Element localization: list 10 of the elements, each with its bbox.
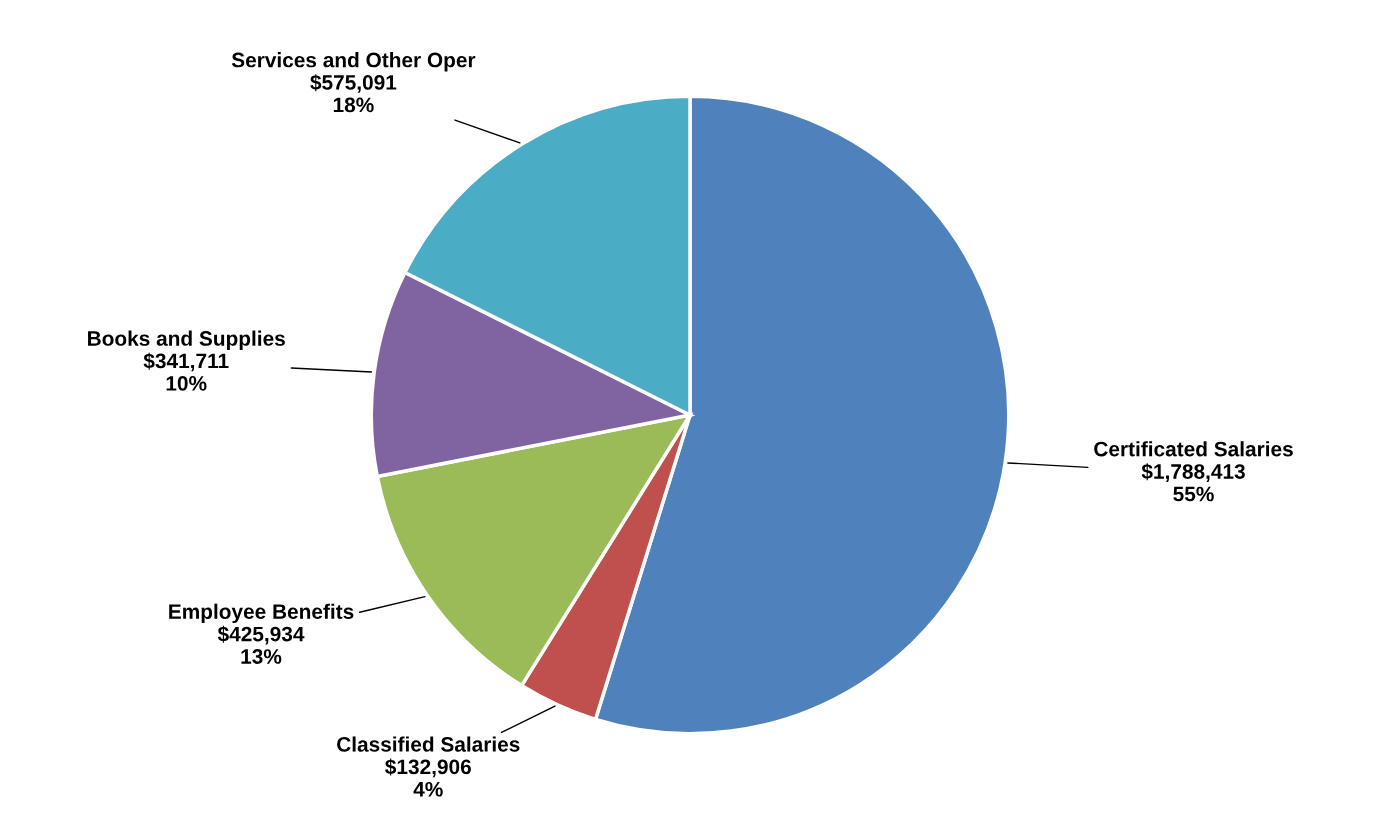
slice-label: Classified Salaries — [337, 736, 520, 752]
slice-label: Books and Supplies — [88, 330, 285, 350]
data-label: $132,906 4% — [385, 758, 471, 797]
data-label: $1,788,413 55% — [1141, 463, 1245, 502]
slice-label: Services and Other Oper — [231, 52, 476, 72]
slice-label: Certificated Salaries — [1094, 441, 1293, 457]
slice-label: Employee Benefits — [169, 603, 354, 624]
data-label: $425,934 13% — [217, 625, 305, 664]
data-label: $575,091 18% — [310, 74, 397, 113]
data-label: $341,711 10% — [143, 352, 229, 391]
